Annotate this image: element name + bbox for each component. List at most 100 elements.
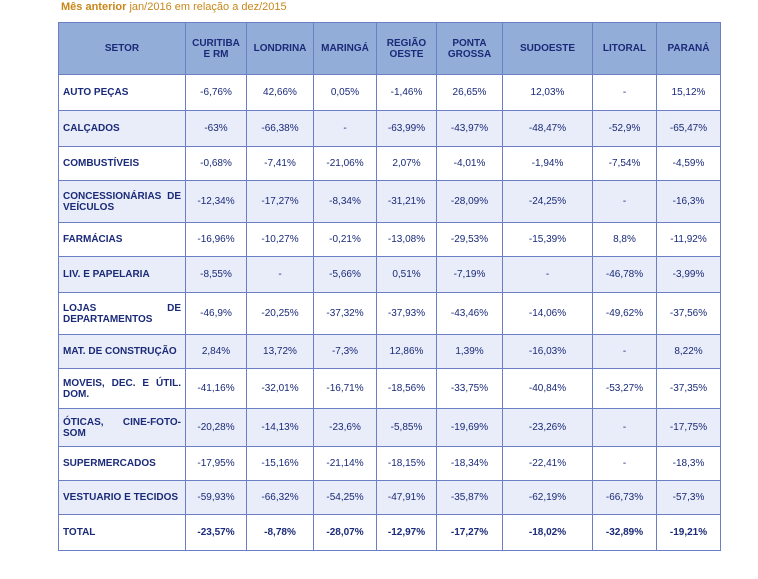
total-value: -17,27% <box>436 514 503 551</box>
table-body: AUTO PEÇAS -6,76% 42,66% 0,05% -1,46% 26,65% 1… <box>58 74 721 551</box>
header-cell: REGIÃO OESTE <box>376 22 437 75</box>
value-cell: -17,27% <box>246 180 314 223</box>
value-cell: -14,06% <box>502 292 593 335</box>
value-cell: -17,95% <box>185 446 247 481</box>
value-cell: 1,39% <box>436 334 503 369</box>
table-row: COMBUSTÍVEIS -0,68% -7,41% -21,06% 2,07% -4,0… <box>58 146 721 181</box>
value-cell: -53,27% <box>592 368 657 409</box>
header-cell: LITORAL <box>592 22 657 75</box>
value-cell: -5,66% <box>313 256 377 293</box>
header-row: SETOR CURITIBA E RM LONDRINA MARINGÁ REG… <box>58 22 721 75</box>
table-row: MOVEIS, DEC. E ÚTIL. DOM. -41,16% -32,01% -… <box>58 368 721 409</box>
value-cell: - <box>592 334 657 369</box>
value-cell: -43,97% <box>436 110 503 147</box>
value-cell: 13,72% <box>246 334 314 369</box>
table-row: CALÇADOS -63% -66,38% - -63,99% -43,97% -48,47… <box>58 110 721 147</box>
table-row: ÓTICAS, CINE-FOTO-SOM -20,28% -14,13% -23,6… <box>58 408 721 447</box>
value-cell: -18,34% <box>436 446 503 481</box>
value-cell: -22,41% <box>502 446 593 481</box>
value-cell: - <box>592 74 657 111</box>
value-cell: -35,87% <box>436 480 503 515</box>
value-cell: -8,34% <box>313 180 377 223</box>
value-cell: -59,93% <box>185 480 247 515</box>
value-cell: -24,25% <box>502 180 593 223</box>
value-cell: -23,26% <box>502 408 593 447</box>
value-cell: -10,27% <box>246 222 314 257</box>
value-cell: -21,14% <box>313 446 377 481</box>
value-cell: -20,25% <box>246 292 314 335</box>
table-row: VESTUARIO E TECIDOS -59,93% -66,32% -54,25%… <box>58 480 721 515</box>
total-row: TOTAL -23,57% -8,78% -28,07% -12,97% -17,27% -… <box>58 514 721 551</box>
value-cell: -0,68% <box>185 146 247 181</box>
value-cell: -57,3% <box>656 480 721 515</box>
value-cell: -41,16% <box>185 368 247 409</box>
value-cell: -40,84% <box>502 368 593 409</box>
value-cell: 2,84% <box>185 334 247 369</box>
value-cell: 15,12% <box>656 74 721 111</box>
sector-name: MOVEIS, DEC. E ÚTIL. DOM. <box>58 368 186 409</box>
sector-name: COMBUSTÍVEIS <box>58 146 186 181</box>
value-cell: -7,54% <box>592 146 657 181</box>
value-cell: -1,94% <box>502 146 593 181</box>
value-cell: - <box>592 446 657 481</box>
value-cell: -37,35% <box>656 368 721 409</box>
value-cell: -31,21% <box>376 180 437 223</box>
value-cell: -66,38% <box>246 110 314 147</box>
value-cell: -11,92% <box>656 222 721 257</box>
sector-name: SUPERMERCADOS <box>58 446 186 481</box>
value-cell: -8,55% <box>185 256 247 293</box>
value-cell: -3,99% <box>656 256 721 293</box>
sector-name: ÓTICAS, CINE-FOTO-SOM <box>58 408 186 447</box>
subtitle-rest: jan/2016 em relação a dez/2015 <box>126 1 287 13</box>
value-cell: -63% <box>185 110 247 147</box>
sector-name: LOJAS DE DEPARTAMENTOS <box>58 292 186 335</box>
sector-name: CONCESSIONÁRIAS DE VEÍCULOS <box>58 180 186 223</box>
value-cell: - <box>246 256 314 293</box>
value-cell: -43,46% <box>436 292 503 335</box>
value-cell: - <box>502 256 593 293</box>
table-row: FARMÁCIAS -16,96% -10,27% -0,21% -13,08% -29,… <box>58 222 721 257</box>
value-cell: 8,22% <box>656 334 721 369</box>
sector-name: AUTO PEÇAS <box>58 74 186 111</box>
value-cell: -4,01% <box>436 146 503 181</box>
value-cell: -37,93% <box>376 292 437 335</box>
value-cell: -4,59% <box>656 146 721 181</box>
value-cell: -13,08% <box>376 222 437 257</box>
table-row: CONCESSIONÁRIAS DE VEÍCULOS -12,34% -17,27… <box>58 180 721 223</box>
header-cell: MARINGÁ <box>313 22 377 75</box>
sales-variation-table: SETOR CURITIBA E RM LONDRINA MARINGÁ REG… <box>58 22 721 551</box>
value-cell: -33,75% <box>436 368 503 409</box>
value-cell: -29,53% <box>436 222 503 257</box>
value-cell: -18,56% <box>376 368 437 409</box>
sector-name: VESTUARIO E TECIDOS <box>58 480 186 515</box>
header-cell: PARANÁ <box>656 22 721 75</box>
value-cell: -28,09% <box>436 180 503 223</box>
value-cell: -46,9% <box>185 292 247 335</box>
value-cell: 0,51% <box>376 256 437 293</box>
total-value: -19,21% <box>656 514 721 551</box>
table-row: LIV. E PAPELARIA -8,55% - -5,66% 0,51% -7,19%… <box>58 256 721 293</box>
value-cell: - <box>592 180 657 223</box>
value-cell: -66,32% <box>246 480 314 515</box>
value-cell: 42,66% <box>246 74 314 111</box>
value-cell: -7,19% <box>436 256 503 293</box>
value-cell: 12,86% <box>376 334 437 369</box>
value-cell: -37,32% <box>313 292 377 335</box>
value-cell: -66,73% <box>592 480 657 515</box>
value-cell: -14,13% <box>246 408 314 447</box>
value-cell: 12,03% <box>502 74 593 111</box>
table-row: AUTO PEÇAS -6,76% 42,66% 0,05% -1,46% 26,65% 1… <box>58 74 721 111</box>
table-row: MAT. DE CONSTRUÇÃO 2,84% 13,72% -7,3% 12,86%… <box>58 334 721 369</box>
total-value: -18,02% <box>502 514 593 551</box>
header-cell: CURITIBA E RM <box>185 22 247 75</box>
subtitle-bold: Mês anterior <box>61 1 127 13</box>
value-cell: -37,56% <box>656 292 721 335</box>
value-cell: -17,75% <box>656 408 721 447</box>
value-cell: -16,3% <box>656 180 721 223</box>
value-cell: -16,03% <box>502 334 593 369</box>
value-cell: -46,78% <box>592 256 657 293</box>
header-cell: SETOR <box>58 22 186 75</box>
total-value: -8,78% <box>246 514 314 551</box>
value-cell: -48,47% <box>502 110 593 147</box>
value-cell: 8,8% <box>592 222 657 257</box>
